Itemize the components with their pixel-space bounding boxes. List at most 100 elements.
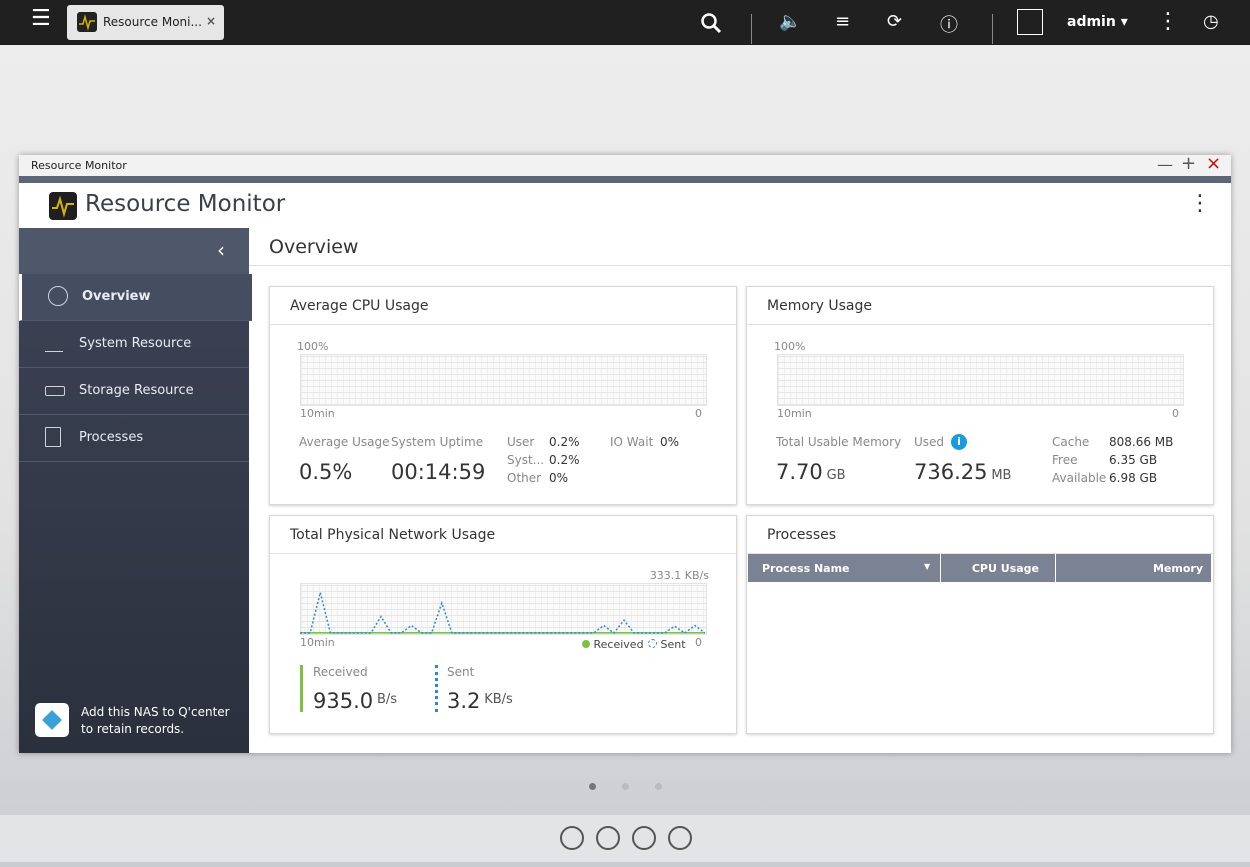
qcenter-logo (42, 710, 62, 730)
element (52, 195, 74, 218)
stat-value: 935.0 (313, 689, 374, 713)
card-title: Total Physical Network Usage (290, 527, 496, 543)
column-label: CPU Usage (971, 562, 1039, 575)
column-label: Process Name (762, 562, 850, 575)
dock-icon[interactable] (632, 826, 656, 850)
app-title: Resource Monitor (85, 191, 286, 217)
processes-card: Processes Process Name ▼ CPU Usage Memory (746, 515, 1214, 734)
nav-icon (45, 333, 63, 352)
dock-icon[interactable] (668, 826, 692, 850)
minimize-button[interactable]: — (1157, 155, 1173, 174)
nav-icon (45, 427, 61, 447)
network-chart-bg (300, 583, 707, 635)
element (79, 14, 95, 31)
search-button[interactable] (700, 12, 722, 34)
divider (249, 265, 1231, 266)
app-menu-button[interactable]: ⋮ (1189, 191, 1211, 216)
nav-label: System Resource (79, 336, 192, 351)
stat-label: Received (313, 665, 368, 679)
page-title: Overview (269, 236, 359, 258)
top-bar: ☰ Resource Moni... × 🔈 ≡ ⟳ ⓘ admin ▾ ⋮ ◷ (0, 0, 1250, 45)
chart-x-end: 0 (695, 407, 702, 420)
dock-icon[interactable] (596, 826, 620, 850)
card-title: Memory Usage (767, 298, 873, 314)
detail-value: 6.35 GB (1109, 453, 1158, 467)
chart-x-start: 10min (300, 636, 335, 649)
page-dot[interactable] (589, 783, 596, 790)
page-dot[interactable] (655, 783, 662, 790)
stat-unit: MB (991, 468, 1012, 483)
collapse-button[interactable]: ‹ (217, 238, 225, 262)
received-bar (300, 665, 303, 712)
dock-icon[interactable] (560, 826, 584, 850)
detail-value: 6.98 GB (1109, 471, 1158, 485)
sidebar-header: ‹ (19, 228, 249, 274)
user-menu[interactable]: admin ▾ (1067, 14, 1128, 30)
memory-chart (777, 354, 1184, 406)
legend-swatch (648, 639, 657, 648)
page-dot[interactable] (622, 783, 629, 790)
breakdown-value: 0.2% (549, 435, 580, 449)
element (49, 192, 77, 220)
stat: 7.70 GB (776, 460, 846, 484)
close-button[interactable]: × (1206, 153, 1222, 174)
dashboard-button[interactable]: ◷ (1203, 11, 1219, 32)
info-button[interactable]: ⓘ (940, 15, 958, 36)
stat: 935.0 B/s (313, 689, 397, 713)
menu-button[interactable]: ☰ (31, 6, 51, 31)
stat-value: 7.70 (776, 460, 823, 484)
chart-y-max: 333.1 KB/s (649, 569, 709, 582)
card-title: Average CPU Usage (290, 298, 429, 314)
chart-x-start: 10min (777, 407, 812, 420)
user-name: admin (1067, 14, 1116, 30)
table-header: Process Name ▼ CPU Usage Memory (748, 554, 1211, 582)
legend-swatch (582, 640, 590, 648)
volume-button[interactable]: 🔈 (779, 11, 802, 32)
cpu-chart (300, 354, 707, 406)
sync-button[interactable]: ⟳ (887, 11, 903, 32)
column-header[interactable]: Memory (1056, 554, 1211, 582)
legend-label: Received (593, 638, 644, 651)
stat-label: System Uptime (391, 435, 484, 449)
chart-x-end: 0 (1172, 407, 1179, 420)
breakdown-label: Syst... (507, 453, 545, 467)
stat-value: 0.5% (299, 460, 353, 484)
sent-bar (435, 665, 438, 712)
tab-title: Resource Moni... (103, 15, 202, 29)
qcenter-promo[interactable]: Add this NAS to Q'center to retain recor… (81, 705, 230, 736)
tasks-button[interactable]: ≡ (835, 11, 851, 32)
card-divider (270, 553, 736, 554)
nav-item[interactable]: System Resource (19, 321, 249, 368)
column-label: Memory (1152, 562, 1203, 575)
column-header[interactable]: CPU Usage (941, 554, 1056, 582)
dock (0, 815, 1250, 862)
user-icon[interactable] (1017, 9, 1043, 35)
column-header[interactable]: Process Name ▼ (748, 554, 941, 582)
stat-label: Used (914, 435, 945, 449)
separator (751, 14, 752, 44)
network-chart (300, 592, 706, 635)
nav-label: Processes (79, 430, 144, 445)
detail-value: 808.66 MB (1109, 435, 1174, 449)
cpu-card: Average CPU Usage 100% 10min 0 Average U… (269, 286, 737, 505)
window-strip (19, 176, 1231, 183)
tab-close[interactable]: × (206, 14, 217, 28)
chart-x-start: 10min (300, 407, 335, 420)
more-button[interactable]: ⋮ (1157, 9, 1179, 34)
legend-item: Sent (648, 638, 686, 651)
sent-line (300, 592, 706, 635)
legend-label: Sent (660, 638, 686, 651)
app-tab[interactable]: Resource Moni... × (67, 5, 224, 40)
breakdown-value: 0% (660, 435, 680, 449)
nav-item[interactable]: Overview (19, 274, 252, 321)
nav-item[interactable]: Storage Resource (19, 368, 249, 415)
maximize-button[interactable]: + (1181, 153, 1197, 174)
chart-x-end: 0 (695, 636, 702, 649)
info-icon[interactable]: i (951, 434, 967, 450)
nav-item[interactable]: Processes (19, 415, 249, 462)
sidebar: ‹ Overview System Resource Storage Resou… (19, 228, 252, 753)
nav-icon (48, 286, 68, 306)
legend-item: Received (582, 638, 644, 651)
stat-label: Total Usable Memory (776, 435, 902, 449)
